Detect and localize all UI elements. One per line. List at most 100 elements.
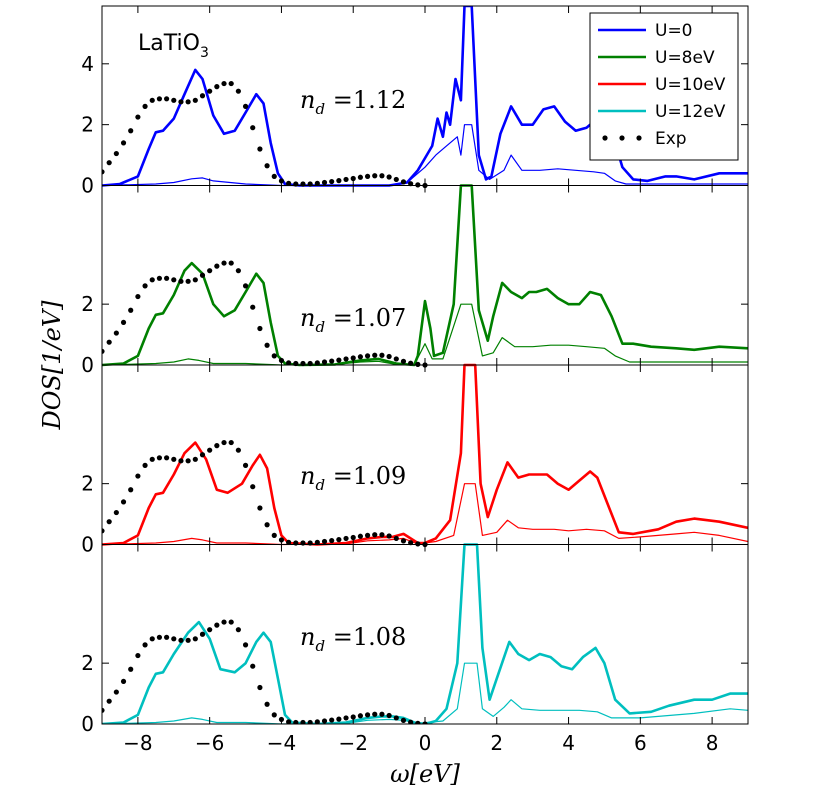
exp-point bbox=[128, 666, 134, 672]
exp-point bbox=[235, 447, 241, 453]
legend-marker-exp bbox=[636, 135, 642, 141]
exp-point bbox=[142, 642, 148, 648]
exp-point bbox=[113, 509, 119, 516]
exp-point bbox=[128, 487, 134, 493]
exp-point bbox=[106, 339, 112, 345]
exp-point bbox=[171, 456, 177, 462]
exp-point bbox=[314, 719, 320, 724]
exp-point bbox=[357, 713, 363, 719]
exp-point bbox=[185, 99, 191, 105]
exp-point bbox=[372, 352, 378, 358]
exp-point bbox=[415, 541, 421, 547]
legend-marker-exp bbox=[602, 135, 608, 141]
exp-point bbox=[329, 537, 335, 544]
exp-point bbox=[128, 128, 134, 134]
exp-point bbox=[164, 96, 170, 102]
exp-point bbox=[264, 522, 270, 528]
y-tick-label: 0 bbox=[81, 174, 94, 198]
exp-point bbox=[293, 719, 299, 724]
exp-point bbox=[199, 93, 206, 99]
exp-point bbox=[221, 80, 227, 87]
exp-point bbox=[235, 627, 241, 633]
exp-point bbox=[321, 179, 328, 186]
x-tick-label: −4 bbox=[267, 731, 296, 755]
panel-frame bbox=[101, 185, 749, 366]
exp-point bbox=[321, 538, 328, 545]
exp-point bbox=[142, 103, 148, 109]
exp-point bbox=[336, 178, 342, 184]
exp-point bbox=[329, 358, 335, 364]
nd-annotation: nd =1.08 bbox=[300, 623, 406, 655]
exp-point bbox=[142, 283, 148, 289]
exp-point bbox=[257, 684, 263, 691]
exp-point bbox=[300, 719, 306, 724]
exp-point bbox=[379, 173, 385, 179]
exp-point bbox=[156, 96, 163, 102]
axis-ticks: 0 2 4 0 2 0 2 0 2 −8 −6 −4 −2 0 2 4 6 8 bbox=[81, 6, 748, 755]
legend-label-u-8ev: U=8eV bbox=[655, 48, 715, 68]
experiment-points bbox=[102, 80, 428, 724]
exp-point bbox=[135, 114, 141, 120]
exp-point bbox=[192, 97, 198, 103]
panel-frame bbox=[101, 544, 749, 725]
y-tick-label: 2 bbox=[81, 113, 94, 137]
exp-point bbox=[221, 619, 227, 625]
exp-point bbox=[235, 88, 241, 94]
exp-point bbox=[135, 293, 141, 300]
exp-point bbox=[135, 652, 141, 659]
exp-point bbox=[171, 636, 177, 642]
exp-point bbox=[156, 275, 163, 281]
exp-point bbox=[207, 88, 213, 94]
exp-point bbox=[235, 268, 241, 274]
exp-point bbox=[286, 539, 292, 545]
exp-point bbox=[372, 173, 378, 179]
exp-point bbox=[228, 619, 234, 625]
exp-point bbox=[135, 473, 141, 479]
x-tick-label: −8 bbox=[123, 731, 152, 755]
exp-point bbox=[343, 356, 349, 362]
y-tick-label: 2 bbox=[81, 292, 94, 316]
exp-point bbox=[250, 663, 256, 669]
exp-point bbox=[207, 447, 213, 453]
x-tick-label: 0 bbox=[419, 731, 432, 755]
exp-point bbox=[415, 182, 421, 188]
legend-label-u-10ev: U=10eV bbox=[655, 75, 726, 95]
exp-point bbox=[257, 146, 263, 152]
panel-frame bbox=[101, 364, 749, 545]
y-tick-label: 2 bbox=[81, 472, 94, 496]
exp-point bbox=[408, 540, 414, 546]
x-tick-label: 8 bbox=[706, 731, 719, 755]
x-tick-label: 6 bbox=[634, 731, 647, 755]
exp-point bbox=[214, 443, 220, 449]
exp-point bbox=[228, 260, 234, 266]
exp-point bbox=[393, 535, 399, 542]
exp-point bbox=[178, 458, 184, 464]
exp-point bbox=[164, 455, 170, 461]
exp-point bbox=[242, 462, 249, 468]
exp-point bbox=[214, 622, 220, 628]
exp-point bbox=[379, 711, 385, 717]
nd-annotation: nd =1.12 bbox=[300, 86, 406, 118]
exp-point bbox=[149, 456, 155, 462]
exp-point bbox=[199, 631, 206, 637]
exp-point bbox=[106, 160, 112, 166]
exp-point bbox=[386, 353, 392, 360]
y-tick-label: 0 bbox=[81, 712, 94, 736]
exp-point bbox=[357, 533, 363, 539]
exp-point bbox=[314, 180, 320, 186]
exp-point bbox=[250, 125, 256, 131]
bold-curve-u-8ev bbox=[102, 184, 748, 367]
exp-point bbox=[400, 538, 407, 544]
exp-point bbox=[199, 452, 206, 458]
exp-point bbox=[149, 277, 155, 283]
thin-curve-u-12ev bbox=[102, 662, 748, 724]
exp-point bbox=[257, 505, 263, 511]
exp-point bbox=[321, 359, 328, 365]
exp-point bbox=[372, 532, 378, 538]
exp-point bbox=[408, 181, 414, 187]
exp-point bbox=[102, 528, 105, 534]
exp-point bbox=[415, 361, 421, 367]
bold-curve-u-10ev bbox=[102, 363, 748, 546]
exp-point bbox=[271, 712, 277, 718]
exp-point bbox=[171, 97, 177, 103]
